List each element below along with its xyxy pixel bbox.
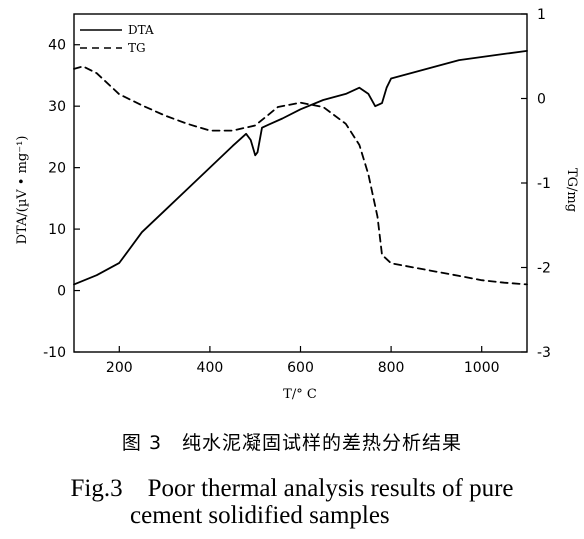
right-y-tick-label: 1 <box>537 7 546 23</box>
series-lines <box>73 50 528 286</box>
x-axis-label: T/° C <box>283 387 317 402</box>
left-y-axis-ticks: -10 0 10 20 30 40 <box>43 38 80 361</box>
plot-border <box>73 13 528 353</box>
x-tick-label: 800 <box>378 360 405 376</box>
left-y-tick-label: 40 <box>48 38 66 54</box>
series-line-dta <box>73 50 528 286</box>
left-y-tick-label: -10 <box>43 345 66 361</box>
right-y-tick-label: -2 <box>537 261 551 277</box>
figure-caption-english-line1: Fig.3 Poor thermal analysis results of p… <box>70 475 514 502</box>
right-y-axis-label: TG/mg <box>564 168 579 212</box>
plot-frame <box>73 13 528 353</box>
legend: DTA TG <box>80 23 154 55</box>
legend-label-tg: TG <box>128 41 146 55</box>
x-axis-ticks: 200 400 600 800 1000 <box>106 346 500 376</box>
figure-caption-english-line2: cement solidified samples <box>130 502 390 529</box>
x-tick-label: 600 <box>287 360 314 376</box>
x-tick-label: 200 <box>106 360 133 376</box>
left-y-tick-label: 30 <box>48 99 66 115</box>
right-y-tick-label: -1 <box>537 176 551 192</box>
legend-label-dta: DTA <box>128 23 154 37</box>
left-y-axis-label: DTA/(µV • mg⁻¹) <box>15 136 30 245</box>
left-y-tick-label: 0 <box>57 284 66 300</box>
left-y-tick-label: 10 <box>48 222 66 238</box>
x-tick-label: 1000 <box>464 360 500 376</box>
right-y-axis-ticks: -3 -2 -1 0 1 <box>521 7 551 361</box>
x-tick-label: 400 <box>197 360 224 376</box>
left-y-tick-label: 20 <box>48 161 66 177</box>
series-line-tg <box>73 65 528 286</box>
right-y-tick-label: 0 <box>537 92 546 108</box>
right-y-tick-label: -3 <box>537 345 551 361</box>
figure-caption-chinese: 图 3 纯水泥凝固试样的差热分析结果 <box>121 432 463 454</box>
